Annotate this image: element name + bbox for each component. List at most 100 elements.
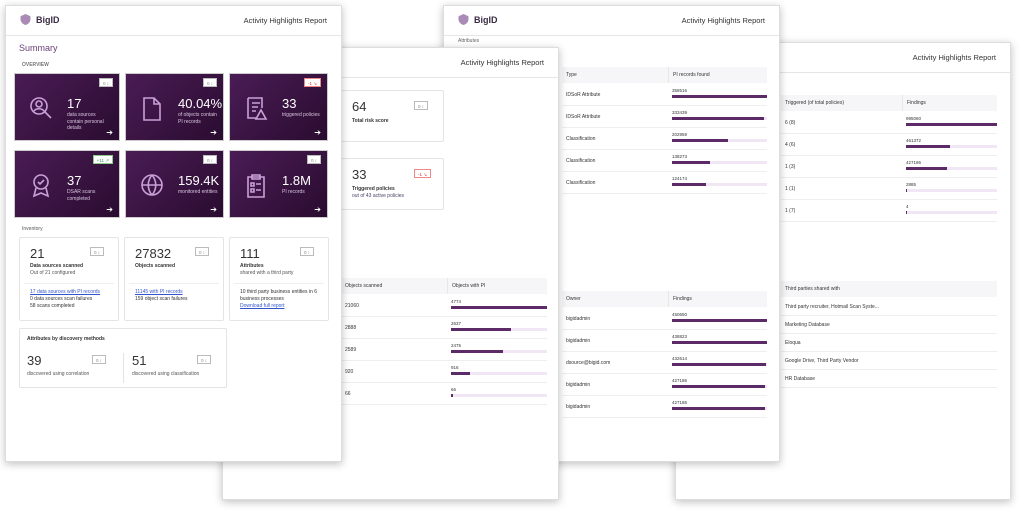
card-title: Total risk score [352,118,389,124]
file-icon [140,96,164,127]
table-row: 920 916 [341,361,547,383]
third-party-names: Third party recruiter, Hotmail Scan Syst… [785,304,879,310]
report-title: Activity Highlights Report [681,16,765,25]
arrow-right-icon[interactable]: ➔ [106,205,113,214]
value-bar [672,117,767,120]
value-bar-fill [906,189,907,192]
user-search-icon [29,96,53,127]
value-bar [672,161,767,164]
table-row: 66 66 [341,383,547,405]
overview-tile[interactable]: 1.8M PI records 0 ↕ ➔ [229,150,328,218]
brand-name: BigID [36,14,60,25]
row-value: 427186 [672,378,688,383]
row-value: 2637 [451,321,462,326]
page-header: BigID Activity Highlights Report [444,6,779,36]
row-value: 358516 [672,88,688,93]
row-value: 202959 [672,132,688,137]
value-bar-fill [672,95,767,98]
details-link[interactable]: 17 data sources with PI records [30,289,101,295]
table-row: bigidadmin 427186 [562,374,767,396]
tile-label: DSAR scans completed [67,189,96,202]
inventory-card: 27832 0 ↕ Objects scanned 11145 with PI rec… [124,237,224,321]
details-link[interactable]: 11145 with PI records [135,289,183,295]
row-value: 432614 [672,356,688,361]
overview-label: OVERVIEW [22,62,49,68]
table-row: Marketing Database [781,316,997,334]
table-row: 1 (3) 427186 [781,156,997,178]
table-row: IDSoR Attribute 333439 [562,106,767,128]
third-party-names: Marketing Database [785,322,830,328]
value-bar-fill [451,394,453,397]
bigid-logo: BigID [20,14,60,25]
table-row: bigidadmin 427186 [562,396,767,418]
column-header: PI records found [668,67,767,83]
tile-value: 159.4K [178,173,220,188]
value-bar [451,372,547,375]
table-row: 2589 2475 [341,339,547,361]
row-value: 461372 [906,138,922,143]
overview-tile[interactable]: 40.04% of objects contain PI records 0 ↕ ➔ [125,73,224,141]
value-bar-fill [451,306,547,309]
bigid-logo: BigID [458,14,498,25]
table-row: 2888 2637 [341,317,547,339]
arrow-right-icon[interactable]: ➔ [210,205,217,214]
trend-badge: +11 ↗ [92,155,113,164]
table-row: Classification 138273 [562,150,767,172]
table-row: 1 (7) 4 [781,200,997,222]
trend-badge: -1 ↘ [303,78,321,87]
correlation-value: 39 [27,353,42,368]
value-bar-fill [672,319,767,322]
classification-label: discovered using classification [132,371,200,377]
overview-tile[interactable]: 159.4K monitored entities 0 ↕ ➔ [125,150,224,218]
value-bar-fill [906,145,950,148]
row-label: Classification [566,158,596,164]
row-value: 124174 [672,176,688,181]
value-bar-fill [906,211,907,214]
overview-tile[interactable]: 17 data sources contain personal details 0… [14,73,120,141]
report-title: Activity Highlights Report [460,58,544,67]
table-row: 1 (1) 2885 [781,178,997,200]
trend-badge: 0 ↕ [306,155,321,164]
tile-label: triggered policies [282,112,320,118]
trend-badge: 0 ↕ [195,247,210,256]
arrow-right-icon[interactable]: ➔ [314,128,321,137]
column-header: Findings [668,291,767,307]
tile-value: 40.04% [178,96,223,111]
value-bar-fill [451,328,511,331]
policy-alert-icon [244,96,268,127]
value-bar-fill [672,161,710,164]
inventory-card: 111 0 ↕ Attributes shared with a third part… [229,237,329,321]
table-row: Third party recruiter, Hotmail Scan Syst… [781,298,997,316]
row-label: 21060 [345,303,359,309]
row-value: 438823 [672,334,688,339]
row-label: bigidadmin [566,316,591,322]
overview-tile[interactable]: 33 triggered policies -1 ↘ ➔ [229,73,328,141]
download-report-link[interactable]: Download full report [240,303,285,309]
row-value: 4774 [451,299,462,304]
globe-icon [140,173,164,204]
tile-label: of objects contain PI records [178,112,217,125]
value-bar [906,189,997,192]
bigid-shield-icon [20,14,31,25]
row-label: 66 [345,391,351,397]
row-label: 1 (1) [785,186,796,192]
overview-tile[interactable]: 37 DSAR scans completed +11 ↗ ➔ [14,150,120,218]
card-title: Attributes [240,263,264,269]
detail-line: 58 scans completed [30,303,75,309]
detail-line: 159 object scan failures [135,296,188,302]
value-bar [672,341,767,344]
value-bar-fill [451,372,471,375]
risk-score-card: 64 0 ↕ Total risk score [341,90,444,142]
column-header: Findings [902,95,997,111]
value-bar-fill [672,139,729,142]
row-value: 450650 [672,312,688,317]
value-bar-fill [451,350,503,353]
value-bar-fill [672,407,766,410]
arrow-right-icon[interactable]: ➔ [314,205,321,214]
trend-badge: 0 ↕ [98,78,113,87]
arrow-right-icon[interactable]: ➔ [210,128,217,137]
arrow-right-icon[interactable]: ➔ [106,128,113,137]
trend-badge: 0 ↕ [202,155,217,164]
table-row: HR Database [781,370,997,388]
value-bar-fill [906,167,947,170]
